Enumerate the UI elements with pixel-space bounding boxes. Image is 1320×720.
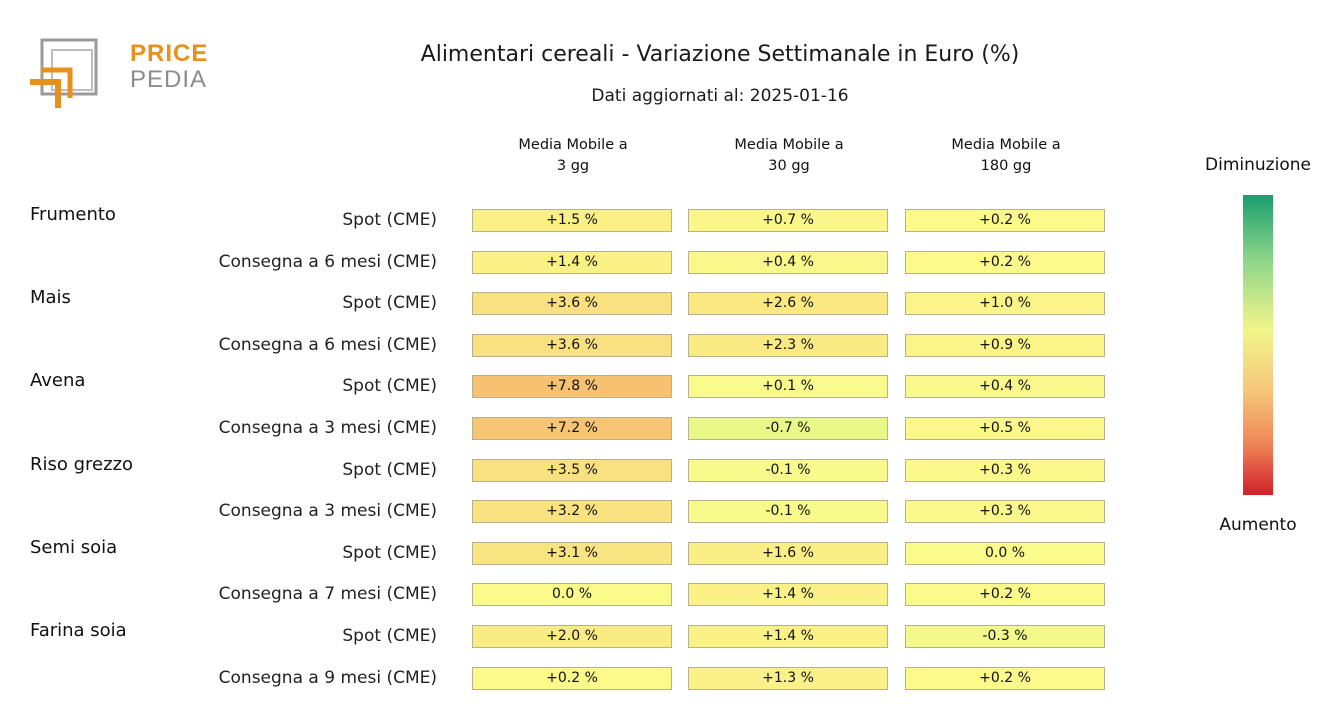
heatmap-cell: +0.7 % bbox=[688, 209, 888, 232]
heatmap-cell: +1.4 % bbox=[688, 583, 888, 607]
heatmap-cell: +0.3 % bbox=[905, 458, 1105, 482]
heatmap-cell: +0.3 % bbox=[905, 500, 1105, 524]
heatmap-cell: +3.1 % bbox=[472, 541, 672, 565]
row-label: Consegna a 3 mesi (CME) bbox=[218, 501, 437, 522]
row-label: Spot (CME) bbox=[342, 210, 437, 230]
commodity-group-label: Mais bbox=[30, 287, 71, 309]
legend-bottom-label: Aumento bbox=[1219, 515, 1297, 535]
column-header-line1: Media Mobile a bbox=[734, 137, 844, 153]
column-header: Media Mobile a 180 gg bbox=[905, 135, 1107, 177]
heatmap-cell: -0.1 % bbox=[688, 458, 888, 482]
logo-text-pedia: PEDIA bbox=[130, 66, 208, 93]
heatmap-cell: +1.3 % bbox=[688, 666, 888, 690]
commodity-group-label: Frumento bbox=[30, 204, 116, 225]
row-label: Spot (CME) bbox=[342, 293, 437, 314]
commodity-group-label: Farina soia bbox=[30, 620, 127, 641]
heatmap-cell: +3.5 % bbox=[472, 458, 672, 482]
column-header: Media Mobile a 30 gg bbox=[688, 135, 890, 177]
row-label: Consegna a 9 mesi (CME) bbox=[218, 667, 437, 688]
heatmap-cell: +0.4 % bbox=[905, 375, 1105, 399]
heatmap-cell: +3.6 % bbox=[472, 292, 672, 316]
heatmap-cell: +1.6 % bbox=[688, 541, 888, 565]
heatmap-cell: +0.2 % bbox=[472, 666, 672, 690]
chart-title: Alimentari cereali - Variazione Settiman… bbox=[420, 42, 1020, 67]
heatmap-cell: +2.0 % bbox=[472, 625, 672, 648]
heatmap-cell: +2.6 % bbox=[688, 292, 888, 316]
row-label: Spot (CME) bbox=[342, 376, 437, 397]
row-label: Spot (CME) bbox=[342, 459, 437, 480]
color-scale-bar bbox=[1243, 195, 1273, 495]
column-header: Media Mobile a 3 gg bbox=[472, 135, 674, 177]
legend-top-label: Diminuzione bbox=[1205, 155, 1311, 175]
heatmap-cell: +2.3 % bbox=[688, 333, 888, 357]
heatmap-cell: +1.0 % bbox=[905, 292, 1105, 316]
heatmap-cell: +0.2 % bbox=[905, 583, 1105, 607]
commodity-group-label: Riso grezzo bbox=[30, 453, 134, 475]
pricepedia-logo: PRICE PEDIA bbox=[28, 36, 207, 111]
heatmap-cell: +1.4 % bbox=[472, 250, 672, 274]
row-label: Spot (CME) bbox=[342, 626, 437, 646]
heatmap-cell: +1.4 % bbox=[688, 625, 888, 648]
heatmap-cell: -0.3 % bbox=[905, 625, 1105, 648]
heatmap-cell: -0.1 % bbox=[688, 500, 888, 524]
heatmap-cell: +3.6 % bbox=[472, 333, 672, 357]
row-label: Consegna a 6 mesi (CME) bbox=[218, 334, 437, 355]
heatmap-cell: +7.8 % bbox=[472, 375, 672, 399]
row-label: Consegna a 7 mesi (CME) bbox=[218, 584, 437, 605]
column-header-line1: Media Mobile a bbox=[518, 137, 628, 153]
column-header-line2: 30 gg bbox=[768, 158, 810, 174]
heatmap-cell: +0.1 % bbox=[688, 375, 888, 399]
row-label: Consegna a 6 mesi (CME) bbox=[218, 251, 437, 272]
column-header-line2: 180 gg bbox=[980, 158, 1032, 174]
chart-subtitle: Dati aggiornati al: 2025-01-16 bbox=[591, 86, 849, 106]
logo-text-price: PRICE bbox=[130, 40, 209, 67]
pricepedia-logo-mark bbox=[30, 38, 98, 108]
heatmap-cell: +0.4 % bbox=[688, 250, 888, 274]
heatmap-cell: +0.2 % bbox=[905, 666, 1105, 690]
heatmap-cell: +7.2 % bbox=[472, 417, 672, 440]
heatmap-cell: +0.2 % bbox=[905, 250, 1105, 274]
heatmap-cell: +3.2 % bbox=[472, 500, 672, 524]
column-header-line2: 3 gg bbox=[556, 158, 590, 174]
commodity-group-label: Avena bbox=[30, 370, 86, 392]
heatmap-cell: 0.0 % bbox=[905, 541, 1105, 565]
heatmap-cell: +0.2 % bbox=[905, 209, 1105, 232]
column-header-line1: Media Mobile a bbox=[951, 137, 1061, 153]
heatmap-cell: 0.0 % bbox=[472, 583, 672, 607]
heatmap-cell: +0.9 % bbox=[905, 333, 1105, 357]
heatmap-cell: -0.7 % bbox=[688, 417, 888, 440]
row-label: Spot (CME) bbox=[342, 542, 437, 563]
heatmap-cell: +1.5 % bbox=[472, 209, 672, 232]
heatmap-cell: +0.5 % bbox=[905, 417, 1105, 440]
commodity-group-label: Semi soia bbox=[30, 536, 118, 558]
row-label: Consegna a 3 mesi (CME) bbox=[218, 418, 437, 438]
